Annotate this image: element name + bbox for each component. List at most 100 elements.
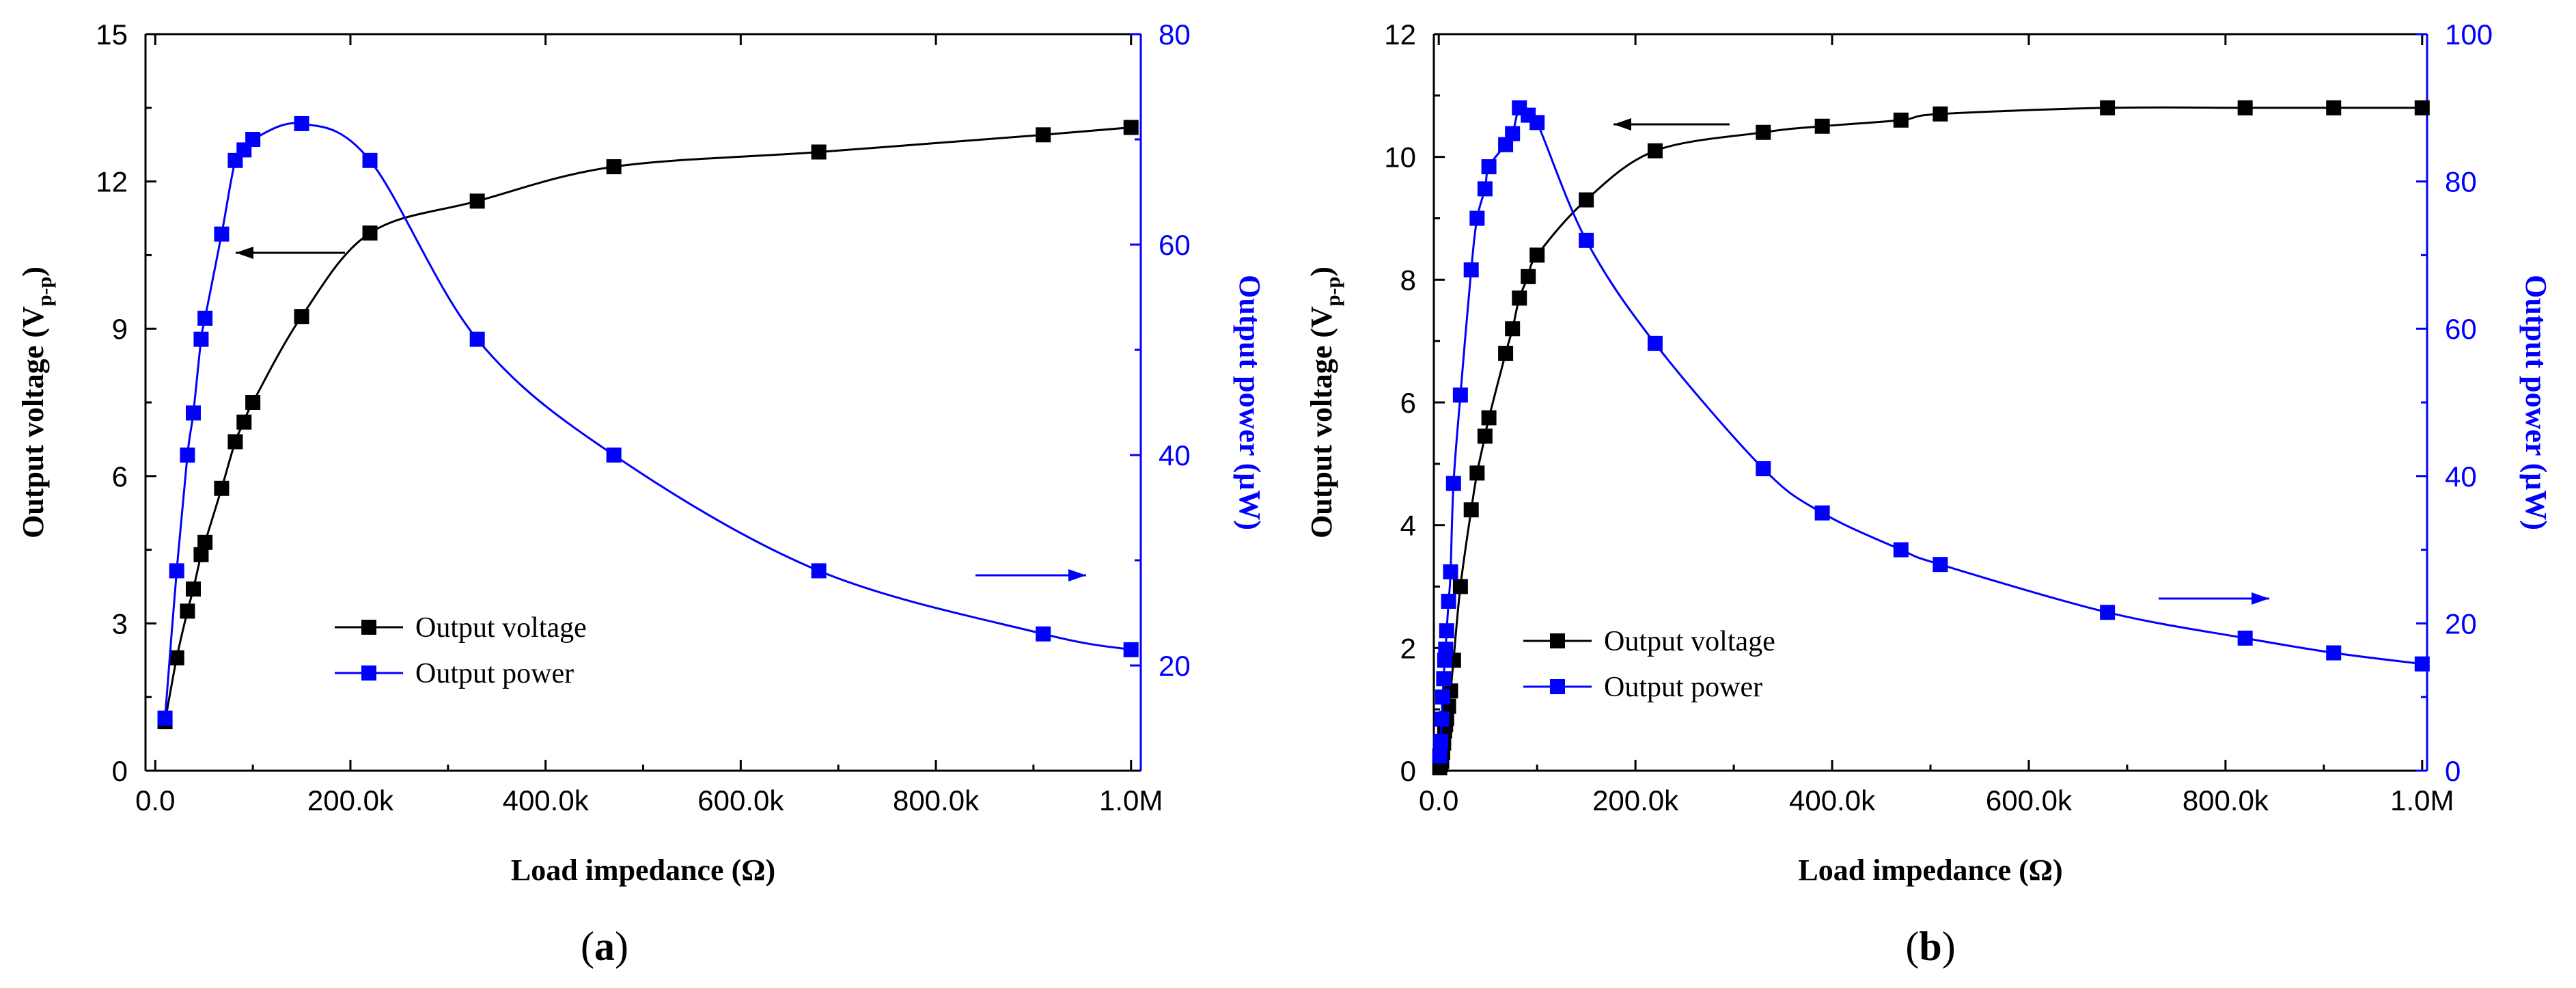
- y-left-tick-label: 6: [112, 461, 128, 493]
- panel-caption-close: ): [1942, 924, 1956, 969]
- power-data-point: [2100, 605, 2116, 620]
- y-right-tick-label: 60: [2445, 313, 2477, 345]
- y-right-tick-label: 80: [2445, 166, 2477, 198]
- voltage-data-point: [606, 159, 622, 175]
- power-data-point: [180, 448, 195, 463]
- legend-power-label: Output power: [1604, 672, 1762, 703]
- legend-voltage-label: Output voltage: [1604, 626, 1775, 657]
- power-data-point: [362, 152, 378, 168]
- x-tick-label: 0.0: [1419, 784, 1458, 817]
- x-tick-label: 1.0M: [2390, 784, 2454, 817]
- y-left-tick-label: 12: [96, 166, 128, 198]
- power-data-point: [606, 448, 622, 463]
- legend-power-marker: [361, 665, 376, 681]
- y-left-tick-label: 9: [112, 313, 128, 345]
- voltage-arrowhead: [236, 247, 253, 259]
- y-left-tick-label: 0: [1400, 755, 1416, 787]
- x-tick-label: 200.0k: [307, 784, 394, 817]
- x-tick-label: 400.0k: [503, 784, 590, 817]
- power-series-line: [164, 122, 1131, 719]
- panel-caption-open: (: [581, 924, 594, 969]
- power-data-point: [1933, 557, 1948, 573]
- voltage-data-point: [1123, 120, 1139, 135]
- y-left-tick-label: 12: [1384, 18, 1416, 51]
- power-arrowhead: [1068, 569, 1086, 581]
- power-data-point: [1443, 564, 1458, 579]
- y-right-tick-label: 100: [2445, 18, 2493, 51]
- legend-voltage-marker: [361, 620, 376, 635]
- y-left-tick-label: 15: [96, 18, 128, 51]
- voltage-data-point: [1579, 192, 1594, 208]
- power-data-point: [169, 563, 184, 579]
- power-data-point: [197, 310, 213, 326]
- power-data-point: [1445, 476, 1461, 491]
- voltage-data-point: [1521, 269, 1536, 284]
- legend-power-label: Output power: [415, 658, 574, 689]
- power-data-point: [1435, 689, 1450, 705]
- x-tick-label: 800.0k: [893, 784, 980, 817]
- voltage-data-point: [1505, 321, 1521, 337]
- voltage-data-point: [169, 650, 184, 665]
- y-right-axis-title: Output power (μW): [1233, 275, 1266, 530]
- power-data-point: [811, 563, 827, 579]
- x-axis-title: Load impedance (Ω): [1798, 853, 2062, 887]
- voltage-data-point: [1756, 124, 1771, 140]
- y-right-tick-label: 40: [1159, 439, 1191, 471]
- x-tick-label: 400.0k: [1789, 784, 1876, 817]
- power-data-point: [1814, 505, 1830, 521]
- voltage-arrowhead: [1614, 118, 1631, 131]
- x-tick-label: 600.0k: [697, 784, 784, 817]
- power-data-point: [214, 226, 230, 242]
- power-data-point: [245, 132, 261, 147]
- power-data-point: [1452, 387, 1468, 403]
- voltage-data-point: [1512, 290, 1527, 306]
- power-data-point: [2237, 630, 2253, 646]
- y-left-tick-label: 4: [1400, 510, 1416, 542]
- voltage-data-point: [2414, 100, 2430, 115]
- power-data-point: [1432, 748, 1448, 764]
- y-right-tick-label: 20: [2445, 607, 2477, 640]
- y-right-tick-label: 60: [1159, 229, 1191, 261]
- power-data-point: [294, 115, 309, 131]
- y-left-tick-label: 0: [112, 755, 128, 787]
- power-data-point: [1647, 335, 1663, 351]
- voltage-data-point: [2237, 100, 2253, 115]
- power-data-point: [1438, 642, 1454, 657]
- y-left-axis-title-subscript: p-p: [33, 277, 56, 306]
- voltage-data-point: [469, 193, 485, 209]
- panel-a: 0.0 200.0k 400.0k 600.0k 800.0k 1.0M 0 3 6 9 12 15 2…: [16, 18, 1266, 969]
- power-data-point: [1463, 262, 1479, 277]
- x-tick-label: 200.0k: [1592, 784, 1679, 817]
- power-data-point: [1893, 542, 1909, 558]
- x-tick-label: 0.0: [135, 784, 175, 817]
- panel-b: 0.0 200.0k 400.0k 600.0k 800.0k 1.0M024681012…: [1305, 18, 2553, 969]
- y-left-tick-label: 2: [1400, 632, 1416, 664]
- power-data-point: [1434, 711, 1450, 727]
- voltage-data-point: [227, 434, 243, 450]
- y-right-tick-label: 80: [1159, 18, 1191, 51]
- voltage-data-point: [811, 144, 827, 160]
- y-left-tick-label: 6: [1400, 387, 1416, 419]
- voltage-data-point: [1647, 143, 1663, 159]
- voltage-data-point: [294, 309, 309, 325]
- power-data-point: [157, 711, 173, 726]
- power-data-point: [1439, 623, 1454, 639]
- y-right-tick-label: 40: [2445, 461, 2477, 493]
- voltage-data-point: [1463, 502, 1479, 518]
- voltage-data-point: [197, 534, 213, 550]
- voltage-data-point: [1469, 465, 1485, 481]
- power-arrowhead: [2252, 592, 2269, 605]
- y-left-axis-title-close: ): [1305, 266, 1338, 277]
- panel-caption-letter: a: [594, 924, 615, 969]
- power-data-point: [1505, 126, 1521, 141]
- voltage-data-point: [193, 547, 209, 562]
- power-data-point: [1436, 671, 1452, 687]
- voltage-data-point: [1933, 106, 1948, 122]
- y-right-tick-label: 20: [1159, 650, 1191, 682]
- panel-caption: (b): [1905, 924, 1955, 969]
- power-data-point: [2326, 645, 2342, 661]
- voltage-data-point: [1452, 579, 1468, 594]
- voltage-data-point: [1477, 428, 1493, 444]
- legend-voltage-label: Output voltage: [415, 612, 587, 644]
